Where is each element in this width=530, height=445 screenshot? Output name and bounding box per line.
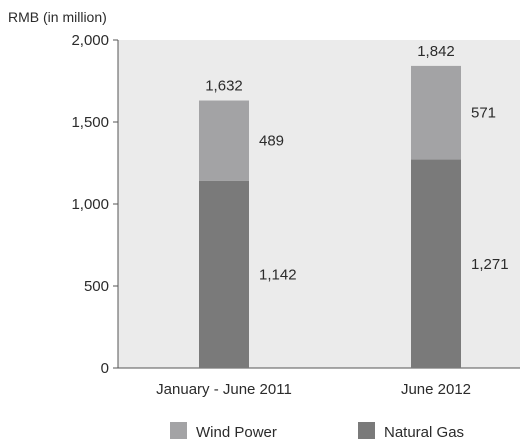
y-tick-label: 1,500: [71, 114, 109, 131]
legend-label: Wind Power: [196, 424, 277, 441]
total-label: 1,632: [205, 77, 243, 94]
value-label: 489: [259, 133, 284, 150]
category-label: June 2012: [401, 381, 471, 398]
y-tick-label: 0: [101, 360, 109, 377]
bar-segment-natural-gas: [199, 180, 249, 368]
y-tick-label: 500: [84, 278, 109, 295]
bar-segment-wind-power: [199, 100, 249, 181]
legend-label: Natural Gas: [384, 424, 464, 441]
legend-swatch: [358, 422, 375, 439]
category-label: January - June 2011: [156, 381, 292, 398]
bar-segment-natural-gas: [411, 159, 461, 368]
value-label: 1,142: [259, 266, 297, 283]
y-tick-label: 2,000: [71, 32, 109, 49]
total-label: 1,842: [417, 43, 455, 60]
bar-segment-wind-power: [411, 65, 461, 160]
plot-area: 0 500 1,000 1,500 2,000 1,142 489 1,632 January …: [71, 32, 520, 398]
value-label: 571: [471, 105, 496, 122]
y-tick-label: 1,000: [71, 196, 109, 213]
legend-swatch: [170, 422, 187, 439]
y-axis-label: RMB (in million): [8, 9, 107, 25]
legend: Wind Power Natural Gas: [170, 422, 464, 441]
value-label: 1,271: [471, 256, 509, 273]
